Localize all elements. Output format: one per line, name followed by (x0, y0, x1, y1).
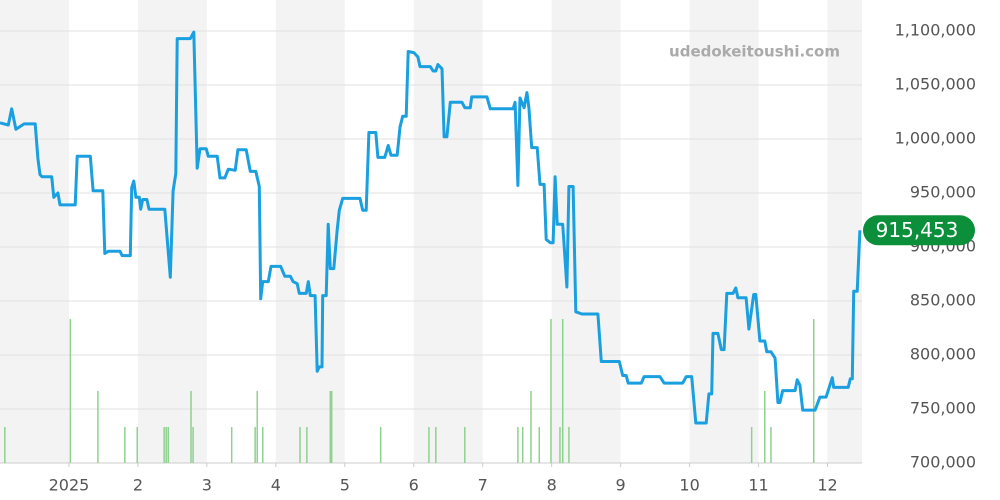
x-tick-label: 3 (202, 476, 212, 495)
grid (0, 30, 862, 467)
x-tick-label: 2025 (49, 476, 90, 495)
month-band (827, 0, 862, 463)
y-tick-label: 1,100,000 (895, 21, 976, 40)
x-tick-label: 2 (133, 476, 143, 495)
current-price-badge (863, 215, 975, 246)
y-tick-label: 1,050,000 (895, 75, 976, 94)
y-tick-label: 950,000 (910, 183, 976, 202)
watermark: udedokeitoushi.com (669, 43, 840, 61)
x-tick-label: 10 (679, 476, 699, 495)
plot: 700,000750,000800,000850,000900,000950,0… (0, 21, 976, 495)
x-tick-label: 12 (817, 476, 837, 495)
x-tick-label: 11 (748, 476, 768, 495)
x-tick-label: 9 (616, 476, 626, 495)
x-tick-label: 7 (478, 476, 488, 495)
x-tick-label: 5 (340, 476, 350, 495)
month-band (689, 0, 759, 463)
x-tick-label: 4 (271, 476, 281, 495)
x-tick-label: 8 (547, 476, 557, 495)
y-tick-label: 1,000,000 (895, 129, 976, 148)
month-band (275, 0, 345, 463)
month-band (0, 0, 69, 463)
y-tick-label: 750,000 (910, 399, 976, 418)
volume (4, 319, 815, 463)
current-price-label: 915,453 (876, 218, 959, 242)
y-tick-label: 700,000 (910, 453, 976, 472)
y-tick-label: 800,000 (910, 345, 976, 364)
price-line (0, 30, 862, 425)
y-tick-label: 850,000 (910, 291, 976, 310)
month-band (413, 0, 483, 463)
x-tick-label: 6 (409, 476, 419, 495)
